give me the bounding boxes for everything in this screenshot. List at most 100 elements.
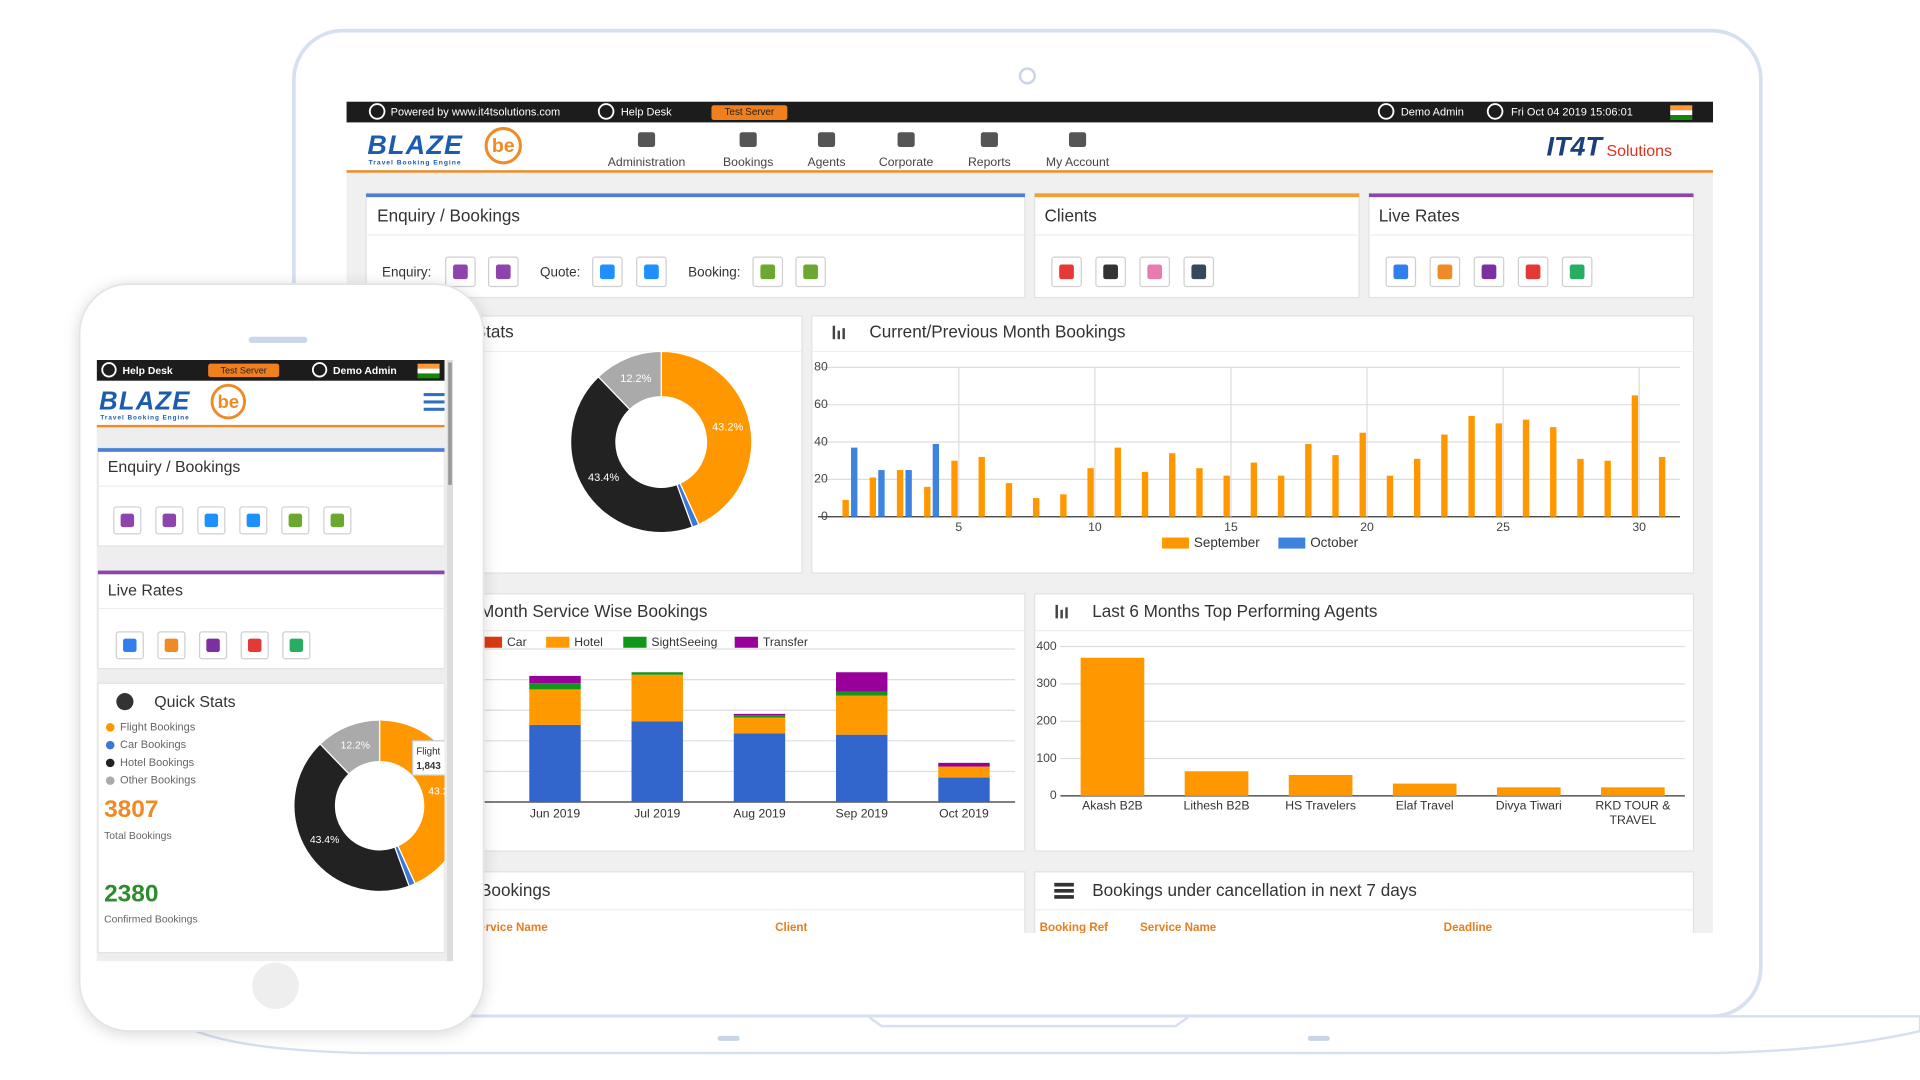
legend-label: Flight Bookings <box>120 721 196 733</box>
legend-swatch <box>734 636 758 648</box>
legend-dot <box>105 776 115 785</box>
panel-title: Live Rates <box>1379 205 1460 225</box>
flag <box>1670 115 1693 120</box>
server-badge <box>711 105 788 120</box>
chart-icon <box>832 325 836 340</box>
legend-label: October <box>1310 535 1358 550</box>
scroll-thumb <box>448 362 452 485</box>
bar <box>1060 494 1067 517</box>
legend-dot <box>105 740 115 750</box>
icon <box>1481 264 1497 280</box>
nav-item: Agents <box>807 155 845 169</box>
logo: BLAZE <box>367 130 463 160</box>
x-tick-label: Sep 2019 <box>836 807 889 821</box>
hamburger <box>423 407 445 411</box>
bar <box>1658 456 1666 517</box>
slice-label: 43.2% <box>712 422 743 434</box>
x-tick-label: Lithesh B2B <box>1183 799 1250 814</box>
x-tick-label: Jun 2019 <box>530 807 581 821</box>
legend-label: Car Bookings <box>120 739 187 751</box>
bar <box>1223 475 1230 517</box>
chart-title: Last 6 Months Top Performing Agents <box>1092 601 1377 621</box>
nav-icon <box>897 132 915 147</box>
bar-segment <box>733 733 786 803</box>
laptop-foot <box>717 1035 740 1041</box>
pie-slice <box>570 375 694 534</box>
phone-home <box>252 962 299 1009</box>
icon <box>760 264 776 280</box>
panel <box>1034 593 1695 852</box>
bar <box>1332 455 1339 517</box>
bar-segment <box>529 724 581 803</box>
user-icon <box>1377 103 1395 120</box>
icon <box>330 513 345 528</box>
slice-label: 12.2% <box>620 373 651 385</box>
icon <box>289 638 304 653</box>
y-tick-label: 20 <box>814 472 828 486</box>
bar <box>869 477 877 517</box>
legend-swatch <box>478 636 503 648</box>
nav-icon <box>1068 132 1087 147</box>
slice-label: 12.2% <box>341 740 370 751</box>
bar <box>1114 447 1121 517</box>
x-tick-label: Akash B2B <box>1082 799 1143 814</box>
bar-segment <box>836 672 888 692</box>
logo-badge-text: be <box>492 135 515 157</box>
help-icon <box>597 103 615 120</box>
legend-label: Transfer <box>763 635 808 649</box>
partner-logo: Solutions <box>1607 143 1672 160</box>
bar <box>896 470 904 517</box>
bar <box>842 499 849 517</box>
bar <box>924 486 931 517</box>
bar <box>1277 475 1285 517</box>
camera <box>1018 67 1036 85</box>
bar-segment <box>938 762 990 767</box>
panel-accent <box>97 448 445 452</box>
bar <box>1496 787 1561 796</box>
globe-icon <box>368 103 386 120</box>
icon <box>495 264 511 280</box>
nav-item: Administration <box>608 155 686 169</box>
bar-segment <box>938 777 990 803</box>
legend-dot <box>105 758 115 768</box>
hamburger <box>423 400 445 404</box>
icon <box>1393 264 1409 280</box>
stat-value: 3807 <box>104 796 158 823</box>
icon <box>803 264 818 280</box>
stat-value: 2380 <box>104 881 158 908</box>
nav-icon <box>637 132 656 147</box>
y-tick-label: 200 <box>1036 713 1057 727</box>
legend-label: Hotel <box>574 635 603 649</box>
bar-segment <box>938 766 990 778</box>
bar-segment <box>836 734 888 803</box>
bar-segment <box>836 695 888 735</box>
logo-badge <box>484 127 522 165</box>
bar <box>932 443 940 517</box>
bar <box>1392 783 1457 796</box>
x-tick-label-box: Elaf Travel <box>1396 800 1454 813</box>
bar-segment <box>733 715 786 718</box>
icon <box>1059 264 1074 280</box>
icon <box>120 513 135 528</box>
bar-segment <box>733 717 786 734</box>
panel-accent <box>97 570 445 575</box>
chart-icon <box>842 328 845 340</box>
label: Help Desk <box>621 107 672 119</box>
legend-swatch <box>1162 537 1189 549</box>
top-bar <box>346 101 1714 123</box>
column-header: Deadline <box>1444 921 1493 934</box>
flag <box>417 368 440 374</box>
nav-item: Bookings <box>723 155 773 169</box>
slice-label: 43.2% <box>428 787 457 798</box>
x-tick-label-box: Lithesh B2B <box>1183 799 1250 814</box>
label: Fri Oct 04 2019 15:06:01 <box>1511 107 1633 119</box>
bar <box>1577 458 1584 517</box>
desktop-screen: Powered by www.it4tsolutions.com Help Des… <box>346 101 1714 934</box>
pie-slice <box>319 719 381 775</box>
tooltip <box>412 740 445 776</box>
y-tick-label: 100 <box>1036 751 1057 765</box>
legend-swatch <box>1278 537 1306 549</box>
nav-item: Reports <box>968 155 1011 169</box>
bar-segment <box>529 683 581 690</box>
